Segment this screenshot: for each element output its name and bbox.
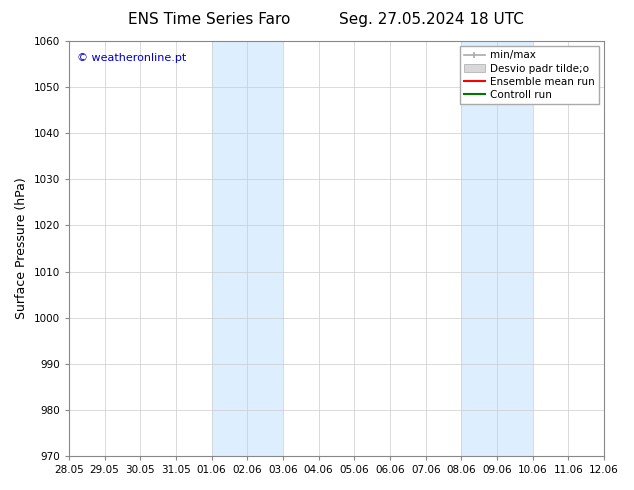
Text: © weatheronline.pt: © weatheronline.pt xyxy=(77,53,186,64)
Bar xyxy=(462,41,533,456)
Bar xyxy=(212,41,283,456)
Y-axis label: Surface Pressure (hPa): Surface Pressure (hPa) xyxy=(15,178,28,319)
Legend: min/max, Desvio padr tilde;o, Ensemble mean run, Controll run: min/max, Desvio padr tilde;o, Ensemble m… xyxy=(460,46,599,104)
Text: Seg. 27.05.2024 18 UTC: Seg. 27.05.2024 18 UTC xyxy=(339,12,524,27)
Text: ENS Time Series Faro: ENS Time Series Faro xyxy=(128,12,290,27)
